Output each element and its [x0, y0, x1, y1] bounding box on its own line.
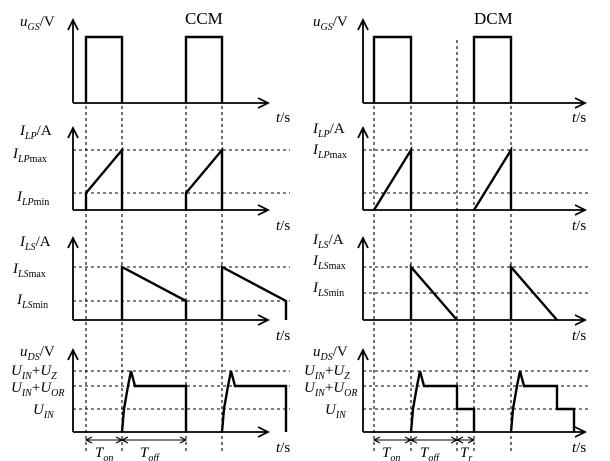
dcm-ils-row: ILS/A ILSmax ILSmin t/s [312, 232, 590, 344]
dcm-ils-min-label: ILSmin [312, 280, 344, 299]
ccm-ugs-gate-pulses [84, 35, 224, 103]
ccm-ils-arrow-right [257, 314, 271, 326]
dcm-ugs-label: uGS/V [313, 14, 348, 33]
dcm-ilp-primary-current [372, 145, 513, 211]
ccm-uds-row: uDS/V UIN+UZ UIN+UOR UIN t/s [11, 344, 290, 456]
dcm-uds-arrow-up [357, 347, 369, 361]
dcm-ils-secondary-current [409, 263, 558, 321]
ccm-uds-drain-voltage [120, 370, 288, 433]
ccm-ugs-arrow-up [67, 17, 79, 31]
ccm-ilp-min-label: ILPmin [16, 189, 49, 208]
ccm-ton-label: Ton [95, 445, 113, 461]
ccm-ils-secondary-current [120, 265, 288, 320]
dcm-time-guides [373, 40, 512, 454]
dcm-uds-time-label: t/s [572, 440, 586, 456]
ccm-ils-time-label: t/s [276, 328, 290, 344]
dcm-ilp-label: ILP/A [312, 121, 345, 140]
ccm-ugs-row: uGS/V t/s [20, 14, 290, 126]
dcm-uds-row: uDS/V UIN+UZ UIN+UOR UIN t/s [304, 344, 590, 456]
dcm-ton-label: Ton [382, 445, 400, 461]
ccm-ils-label: ILS/A [19, 234, 51, 253]
dcm-ils-time-label: t/s [572, 328, 586, 344]
ccm-ugs-arrow-right [257, 97, 271, 109]
dcm-ils-arrow-up [357, 235, 369, 249]
ccm-ils-arrow-up [67, 235, 79, 249]
ccm-ilp-row: ILP/A ILPmax ILPmin t/s [12, 123, 290, 234]
ccm-ilp-primary-current [84, 146, 224, 210]
dcm-ils-label: ILS/A [312, 232, 344, 251]
ccm-uds-arrow-up [67, 347, 79, 361]
dcm-ugs-arrow-up [357, 17, 369, 31]
ccm-ils-min-label: ILSmin [16, 292, 48, 311]
dcm-title: DCM [474, 9, 513, 28]
dcm-panel: DCM uGS/V t/s ILP/A [304, 9, 590, 461]
ccm-panel: CCM uGS/V t/s ILP/A I [11, 9, 290, 461]
dcm-ugs-arrow-right [574, 97, 588, 109]
dcm-ils-arrow-right [574, 314, 588, 326]
dcm-ugs-gate-pulses [372, 35, 513, 103]
dcm-tr-label: Tr [460, 445, 472, 461]
ccm-uin-label: UIN [33, 402, 55, 421]
ccm-interval-markers: Ton Toff [84, 436, 188, 461]
dcm-uin-label: UIN [325, 402, 347, 421]
ccm-ilp-arrow-right [257, 204, 271, 216]
dcm-ils-max-label: ILSmax [312, 253, 346, 272]
dcm-ilp-arrow-up [357, 125, 369, 139]
dcm-ilp-row: ILP/A ILPmax t/s [312, 121, 590, 234]
dcm-uds-label: uDS/V [313, 344, 348, 363]
dcm-ilp-arrow-right [574, 204, 588, 216]
dcm-ugs-row: uGS/V t/s [313, 14, 588, 126]
dcm-toff-label: Toff [420, 445, 440, 461]
ccm-uin-uor-label: UIN+UOR [11, 380, 65, 399]
dcm-uds-drain-voltage [409, 370, 576, 433]
ccm-time-guides [85, 40, 223, 454]
dcm-ugs-time-label: t/s [572, 110, 586, 126]
ccm-uds-arrow-right [257, 426, 271, 438]
ccm-ugs-time-label: t/s [276, 110, 290, 126]
dcm-uin-uz-label: UIN+UZ [304, 363, 350, 382]
ccm-title: CCM [185, 9, 223, 28]
ccm-ils-max-label: ILSmax [12, 261, 46, 280]
ccm-uds-time-label: t/s [276, 440, 290, 456]
ccm-uin-uz-label: UIN+UZ [11, 363, 57, 382]
ccm-uds-label: uDS/V [20, 344, 55, 363]
ccm-ilp-arrow-up [67, 125, 79, 139]
dcm-interval-markers: Ton Toff Tr [372, 436, 476, 461]
dcm-ilp-time-label: t/s [572, 218, 586, 234]
ccm-ugs-label: uGS/V [20, 14, 55, 33]
dcm-uds-arrow-right [574, 426, 588, 438]
ccm-ilp-max-label: ILPmax [12, 146, 47, 165]
ccm-toff-label: Toff [140, 445, 160, 461]
ccm-ilp-time-label: t/s [276, 218, 290, 234]
dcm-uin-uor-label: UIN+UOR [304, 380, 358, 399]
dcm-ilp-max-label: ILPmax [312, 142, 347, 161]
ccm-ilp-label: ILP/A [19, 123, 52, 142]
ccm-ils-row: ILS/A ILSmax ILSmin t/s [12, 234, 290, 344]
